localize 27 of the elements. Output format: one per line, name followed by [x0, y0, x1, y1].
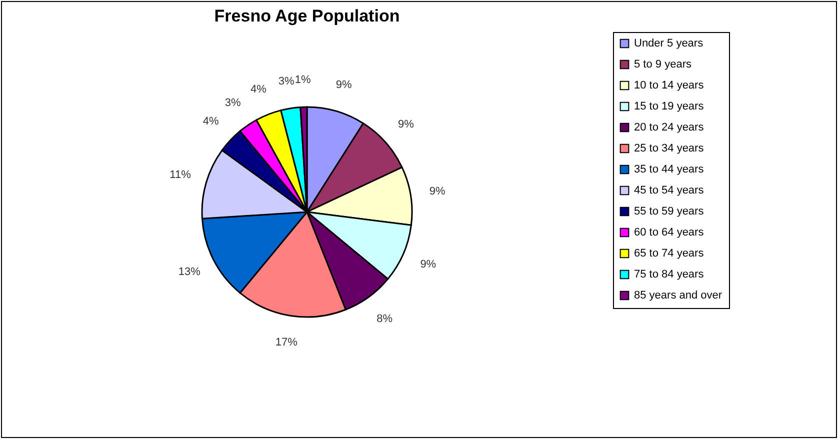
- data-label: 11%: [170, 169, 192, 182]
- legend-label: 5 to 9 years: [634, 58, 692, 70]
- legend-label: 75 to 84 years: [634, 268, 704, 280]
- data-label: 9%: [429, 185, 446, 198]
- data-label: 3%: [278, 76, 295, 88]
- legend-label: 65 to 74 years: [634, 248, 704, 260]
- legend-label: 20 to 24 years: [634, 122, 704, 134]
- legend-label: 15 to 19 years: [634, 100, 704, 112]
- data-label: 13%: [178, 266, 201, 278]
- legend-label: 85 years and over: [634, 290, 722, 302]
- data-label: 4%: [202, 116, 219, 128]
- legend-label: 35 to 44 years: [634, 164, 704, 176]
- data-label: 3%: [224, 96, 241, 109]
- legend-label: 60 to 64 years: [634, 226, 704, 238]
- legend-label: Under 5 years: [634, 38, 704, 50]
- legend-label: 55 to 59 years: [634, 206, 704, 218]
- data-label: 1%: [294, 74, 312, 86]
- data-label: 4%: [250, 83, 267, 96]
- legend-label: 45 to 54 years: [634, 184, 704, 196]
- data-label: 8%: [376, 312, 393, 325]
- data-label: 17%: [275, 336, 298, 348]
- data-label: 9%: [336, 79, 352, 92]
- chart-title: Fresno Age Population: [214, 6, 400, 26]
- data-label: 9%: [420, 258, 436, 270]
- legend-label: 25 to 34 years: [634, 142, 704, 154]
- data-label: 9%: [398, 118, 414, 131]
- legend-label: 10 to 14 years: [634, 80, 704, 92]
